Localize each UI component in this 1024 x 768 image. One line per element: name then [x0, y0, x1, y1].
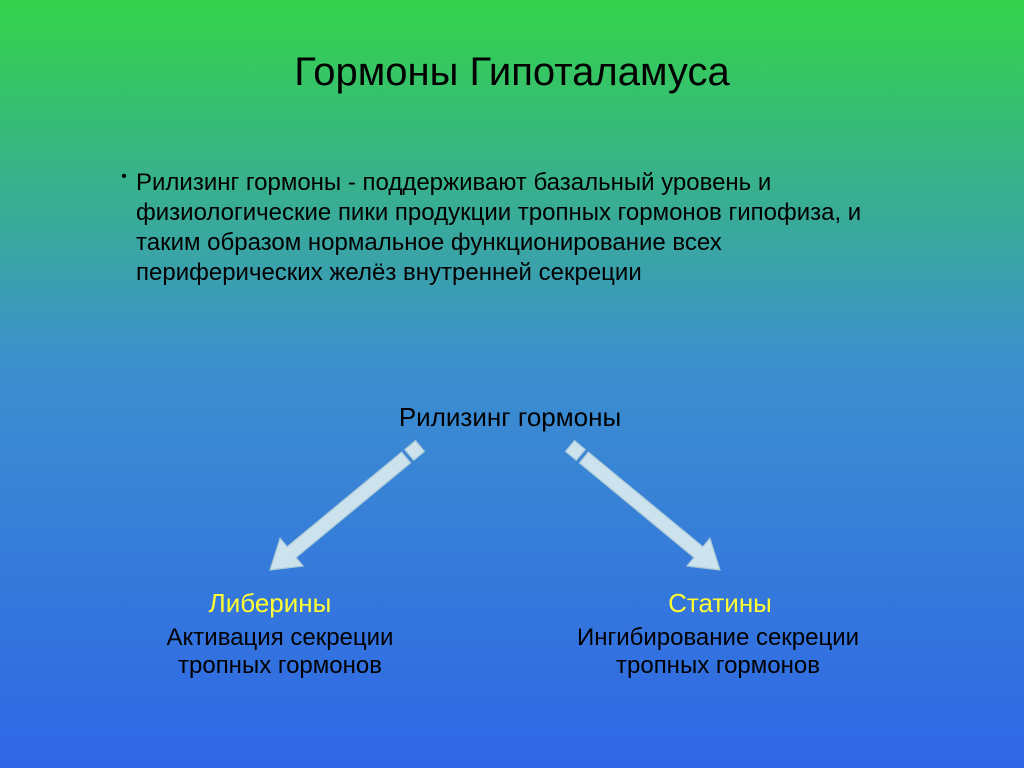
right-branch-title: Статины — [600, 588, 840, 619]
bullet-text: Рилизинг гормоны - поддерживают базальны… — [136, 168, 912, 288]
arrow-right-icon — [540, 430, 760, 600]
left-branch-subtitle: Активация секреции тропных гормонов — [130, 624, 430, 680]
left-branch-title: Либерины — [150, 588, 390, 619]
bullet-block: • Рилизинг гормоны - поддерживают базаль… — [112, 168, 912, 288]
bullet-dot: • — [112, 168, 136, 186]
slide-title: Гормоны Гипоталамуса — [0, 50, 1024, 95]
arrow-left-icon — [230, 430, 450, 600]
diagram-center-label: Рилизинг гормоны — [380, 402, 640, 433]
slide: Гормоны Гипоталамуса • Рилизинг гормоны … — [0, 0, 1024, 768]
right-branch-subtitle: Ингибирование секреции тропных гормонов — [548, 624, 888, 680]
